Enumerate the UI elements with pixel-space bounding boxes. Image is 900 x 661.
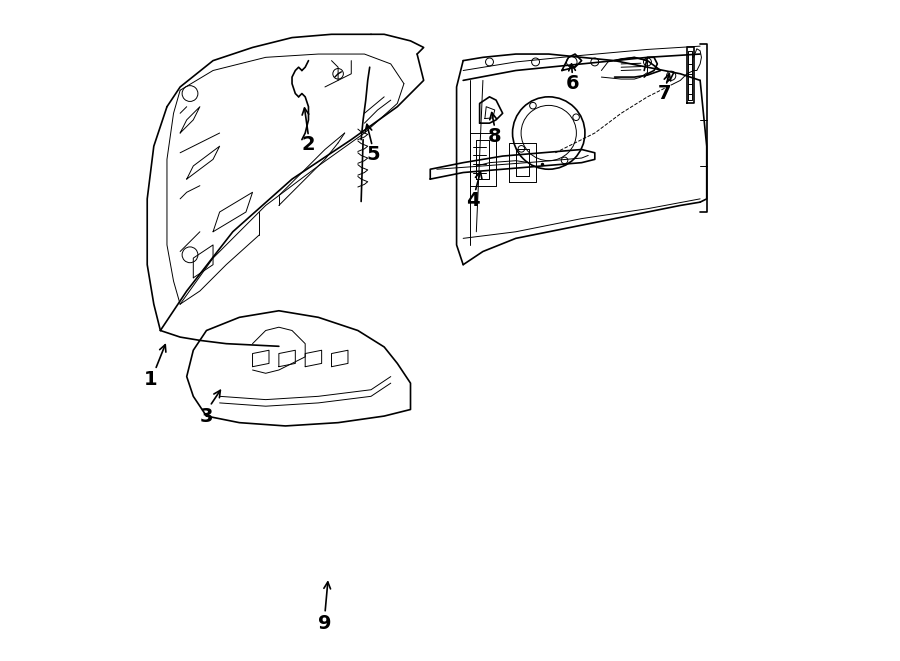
Text: 4: 4 [466,190,480,210]
Text: 7: 7 [658,84,671,103]
Text: 9: 9 [319,614,332,633]
Text: 5: 5 [366,145,380,164]
Text: 1: 1 [144,370,158,389]
Text: 8: 8 [488,127,501,146]
Text: 6: 6 [565,73,580,93]
Text: 2: 2 [302,136,315,155]
Text: 3: 3 [200,407,213,426]
